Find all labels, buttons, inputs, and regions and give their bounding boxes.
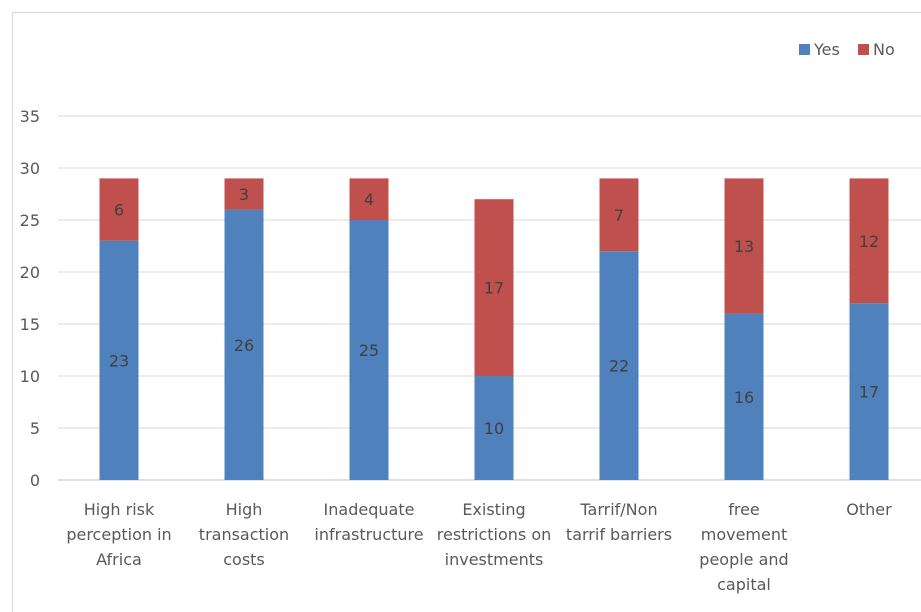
chart-area: 0 5 10 15 20 25 30 35 23 6 High risk perception in A… xyxy=(12,12,921,612)
bar-yes xyxy=(849,303,889,480)
data-label-yes: 22 xyxy=(609,357,629,376)
category-label: Tarrif/Non tarrif barriers xyxy=(566,500,672,544)
legend-label-yes: Yes xyxy=(813,40,840,59)
category-label-line: costs xyxy=(223,550,265,569)
category-label: Existing restrictions on investments xyxy=(437,500,552,569)
category-label-line: restrictions on xyxy=(437,525,552,544)
legend-label-no: No xyxy=(873,40,895,59)
data-label-yes: 26 xyxy=(234,336,254,355)
y-tick-label: 0 xyxy=(30,471,40,490)
y-tick-label: 25 xyxy=(20,211,40,230)
legend-swatch-yes xyxy=(799,44,810,55)
y-tick-label: 15 xyxy=(20,315,40,334)
bar-no xyxy=(724,178,764,314)
category-label-line: infrastructure xyxy=(314,525,423,544)
category-label-line: tarrif barriers xyxy=(566,525,672,544)
bar-yes xyxy=(724,313,764,480)
data-label-yes: 16 xyxy=(734,388,754,407)
data-label-no: 3 xyxy=(239,185,249,204)
category-label-line: perception in xyxy=(66,525,171,544)
data-label-no: 13 xyxy=(734,237,754,256)
category-label-line: Africa xyxy=(96,550,142,569)
bar-no xyxy=(474,199,514,376)
category-label: free movement people and capital xyxy=(699,500,788,594)
legend-swatch-no xyxy=(858,44,869,55)
y-tick-label: 10 xyxy=(20,367,40,386)
category-label-line: High xyxy=(226,500,263,519)
bar-yes xyxy=(224,209,264,480)
bar-no xyxy=(224,178,264,210)
data-label-yes: 10 xyxy=(484,419,504,438)
category-label-line: Existing xyxy=(462,500,525,519)
bar-no xyxy=(99,178,139,241)
category-label-line: investments xyxy=(445,550,544,569)
bar-no xyxy=(349,178,389,220)
category-label-line: Other xyxy=(846,500,892,519)
category-label-line: people and xyxy=(699,550,788,569)
category-label-line: free xyxy=(728,500,760,519)
category-label-line: movement xyxy=(701,525,788,544)
bar-no xyxy=(599,178,639,252)
category-label-line: capital xyxy=(717,575,771,594)
category-label-line: transaction xyxy=(199,525,289,544)
category-label: Inadequate infrastructure xyxy=(314,500,423,544)
bar-yes xyxy=(99,240,139,480)
bar-yes xyxy=(474,376,514,480)
category-label-line: High risk xyxy=(84,500,155,519)
data-label-no: 4 xyxy=(364,190,374,209)
y-tick-label: 30 xyxy=(20,159,40,178)
stacked-bar-chart: 0 5 10 15 20 25 30 35 23 6 High risk perception in A… xyxy=(20,40,921,594)
category-label: High transaction costs xyxy=(199,500,289,569)
bar-yes xyxy=(599,251,639,480)
bar-no xyxy=(849,178,889,304)
y-tick-label: 35 xyxy=(20,107,40,126)
y-tick-label: 20 xyxy=(20,263,40,282)
data-label-no: 6 xyxy=(114,201,124,220)
bar-yes xyxy=(349,220,389,480)
category-label: High risk perception in Africa xyxy=(66,500,171,569)
data-label-no: 17 xyxy=(484,279,504,298)
category-label-line: Tarrif/Non xyxy=(579,500,657,519)
data-label-no: 7 xyxy=(614,206,624,225)
y-tick-label: 5 xyxy=(30,419,40,438)
data-label-yes: 23 xyxy=(109,351,129,370)
data-label-yes: 17 xyxy=(859,383,879,402)
data-label-no: 12 xyxy=(859,232,879,251)
category-label-line: Inadequate xyxy=(324,500,415,519)
data-label-yes: 25 xyxy=(359,341,379,360)
category-label: Other xyxy=(846,500,892,519)
